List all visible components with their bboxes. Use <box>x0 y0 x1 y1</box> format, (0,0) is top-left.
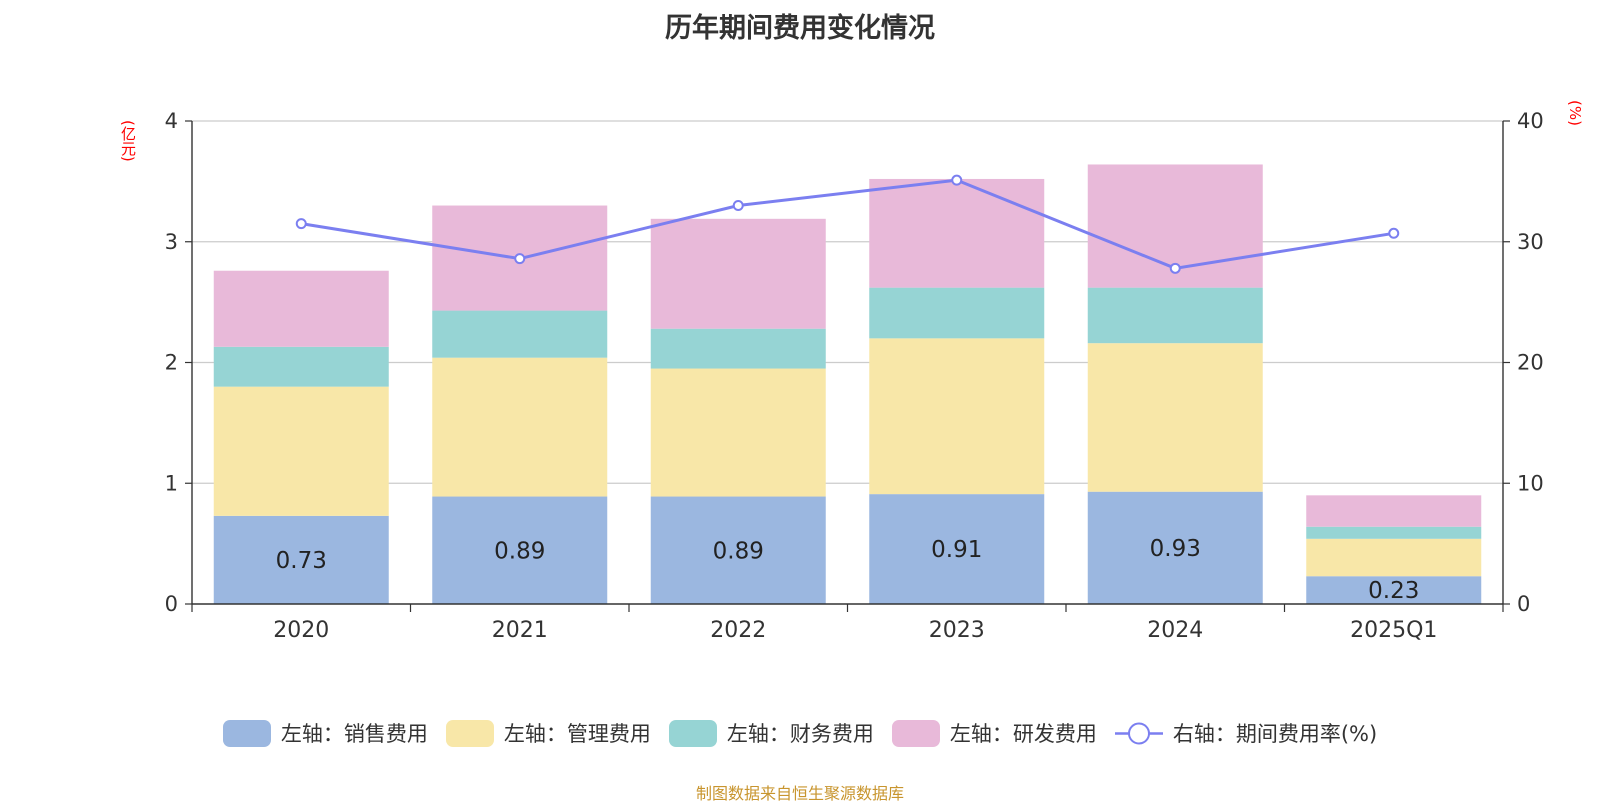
x-axis-tick-label: 2025Q1 <box>1350 618 1437 643</box>
bar-segment <box>1087 343 1263 492</box>
bar-segment <box>869 338 1045 495</box>
legend-label: 左轴：销售费用 <box>280 722 428 746</box>
bar-segment <box>432 496 608 604</box>
bar-segment <box>1306 538 1482 577</box>
bar-data-label: 0.89 <box>494 538 545 564</box>
right-axis-tick-label: 30 <box>1517 230 1544 254</box>
bar-segment <box>213 515 389 604</box>
legend-swatch <box>668 719 717 747</box>
x-axis-tick-label: 2020 <box>273 618 329 643</box>
bar-segment <box>869 494 1045 604</box>
bar-data-label: 0.93 <box>1150 536 1201 562</box>
rate-point <box>732 200 744 212</box>
right-axis-tick-label: 0 <box>1517 592 1530 616</box>
left-axis-tick-label: 1 <box>165 471 178 495</box>
legend-item[interactable]: 左轴：销售费用 <box>222 718 428 748</box>
bar-segment <box>1087 491 1263 604</box>
legend-label: 右轴：期间费用率(%) <box>1172 722 1378 746</box>
bar-segment <box>650 328 826 369</box>
bar-segment <box>213 270 389 347</box>
bar-segment <box>213 346 389 387</box>
bar-segment <box>432 310 608 358</box>
rate-point <box>295 218 307 230</box>
left-axis-tick-label: 0 <box>165 592 178 616</box>
rate-point <box>951 174 963 186</box>
right-axis-tick-label: 40 <box>1517 109 1544 133</box>
bar-segment <box>213 386 389 516</box>
x-axis-tick-label: 2022 <box>710 618 766 643</box>
legend-label: 左轴：管理费用 <box>503 722 651 746</box>
x-axis-tick-label: 2021 <box>492 618 548 643</box>
chart-title: 历年期间费用变化情况 <box>665 13 935 44</box>
legend-item[interactable]: 左轴：研发费用 <box>891 718 1097 748</box>
bar-segment <box>869 178 1045 288</box>
right-axis-unit: (%) <box>1566 100 1584 126</box>
legend-item[interactable]: 右轴：期间费用率(%) <box>1114 718 1378 748</box>
bar-segment <box>432 357 608 497</box>
left-axis-tick-label: 4 <box>165 109 178 133</box>
legend-label: 左轴：研发费用 <box>949 722 1097 746</box>
legend-label: 左轴：财务费用 <box>726 722 874 746</box>
right-axis-tick-label: 10 <box>1517 471 1544 495</box>
bar-segment <box>1306 576 1482 604</box>
right-axis-tick-label: 20 <box>1517 351 1544 375</box>
left-axis-tick-label: 3 <box>165 230 178 254</box>
legend-line-marker <box>1114 722 1163 744</box>
bar-segment <box>650 496 826 604</box>
rate-point <box>1388 227 1400 239</box>
bar-segment <box>1306 495 1482 527</box>
bar-segment <box>650 218 826 329</box>
left-axis-tick-label: 2 <box>165 351 178 375</box>
legend-swatch <box>222 719 271 747</box>
bar-data-label: 0.23 <box>1368 578 1419 604</box>
rate-point <box>514 253 526 265</box>
bar-data-label: 0.89 <box>713 538 764 564</box>
bar-segment <box>869 287 1045 339</box>
source-note: 制图数据来自恒生聚源数据库 <box>695 784 904 803</box>
x-axis-tick-label: 2024 <box>1147 618 1203 643</box>
legend-swatch <box>891 719 940 747</box>
bar-segment <box>1306 526 1482 539</box>
legend-swatch <box>445 719 494 747</box>
bar-data-label: 0.91 <box>931 537 982 563</box>
legend-item[interactable]: 左轴：财务费用 <box>668 718 874 748</box>
rate-point <box>1169 262 1181 274</box>
rate-line <box>301 178 1394 270</box>
legend-item[interactable]: 左轴：管理费用 <box>445 718 651 748</box>
left-axis-unit: (亿元) <box>119 120 137 162</box>
bar-data-label: 0.73 <box>276 548 327 574</box>
x-axis-tick-label: 2023 <box>929 618 985 643</box>
bar-segment <box>650 368 826 497</box>
bar-segment <box>1087 287 1263 344</box>
legend: 左轴：销售费用 左轴：管理费用 左轴：财务费用 左轴：研发费用 右轴：期间费用率(%) <box>0 718 1600 748</box>
